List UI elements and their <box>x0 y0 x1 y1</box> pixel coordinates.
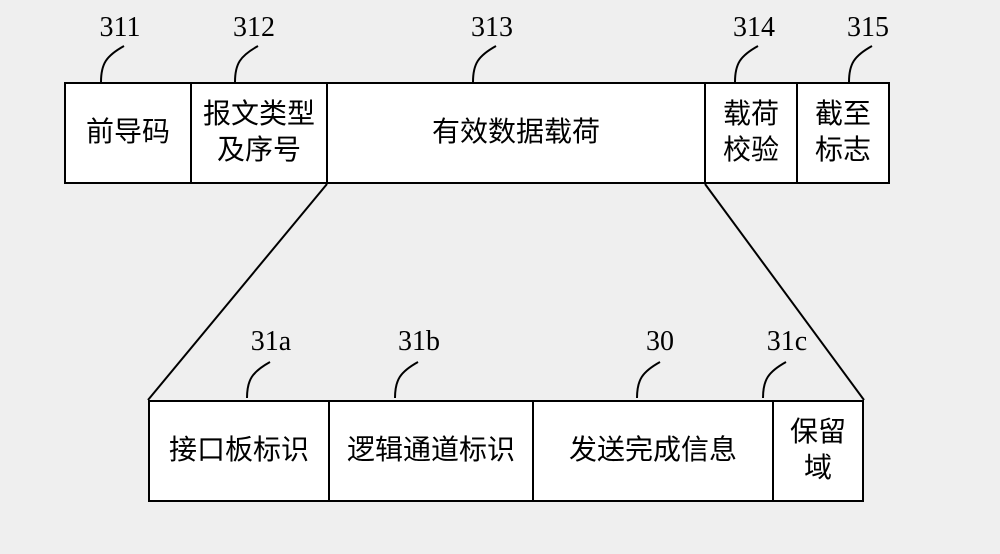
ref-label-311: 311 <box>98 12 142 44</box>
subfield-send-complete-info: 发送完成信息 <box>534 400 774 502</box>
leader-313 <box>466 44 506 84</box>
ref-label-315: 315 <box>846 12 890 44</box>
leader-31c <box>756 360 796 400</box>
field-end-flag: 截至标志 <box>798 82 890 184</box>
field-payload-check: 载荷校验 <box>706 82 798 184</box>
field-preamble: 前导码 <box>64 82 192 184</box>
ref-label-31c: 31c <box>762 326 812 358</box>
ref-label-312: 312 <box>232 12 276 44</box>
ref-label-313: 313 <box>470 12 514 44</box>
payload-subfields-row: 接口板标识 逻辑通道标识 发送完成信息 保留域 <box>148 400 864 502</box>
subfield-reserved: 保留域 <box>774 400 864 502</box>
ref-label-31a: 31a <box>246 326 296 358</box>
leader-311 <box>94 44 134 84</box>
leader-31a <box>240 360 280 400</box>
leader-312 <box>228 44 268 84</box>
ref-label-314: 314 <box>732 12 776 44</box>
leader-31b <box>388 360 428 400</box>
diagram-canvas: 311 312 313 314 315 前导码 报文类型及序号 有效数据载荷 载… <box>0 0 1000 554</box>
field-type-seq: 报文类型及序号 <box>192 82 328 184</box>
leader-315 <box>842 44 882 84</box>
ref-label-30: 30 <box>640 326 680 358</box>
subfield-interface-board-id: 接口板标识 <box>148 400 330 502</box>
ref-label-31b: 31b <box>394 326 444 358</box>
subfield-logical-channel-id: 逻辑通道标识 <box>330 400 534 502</box>
leader-30 <box>630 360 670 400</box>
leader-314 <box>728 44 768 84</box>
field-payload: 有效数据载荷 <box>328 82 706 184</box>
packet-fields-row: 前导码 报文类型及序号 有效数据载荷 载荷校验 截至标志 <box>64 82 890 184</box>
